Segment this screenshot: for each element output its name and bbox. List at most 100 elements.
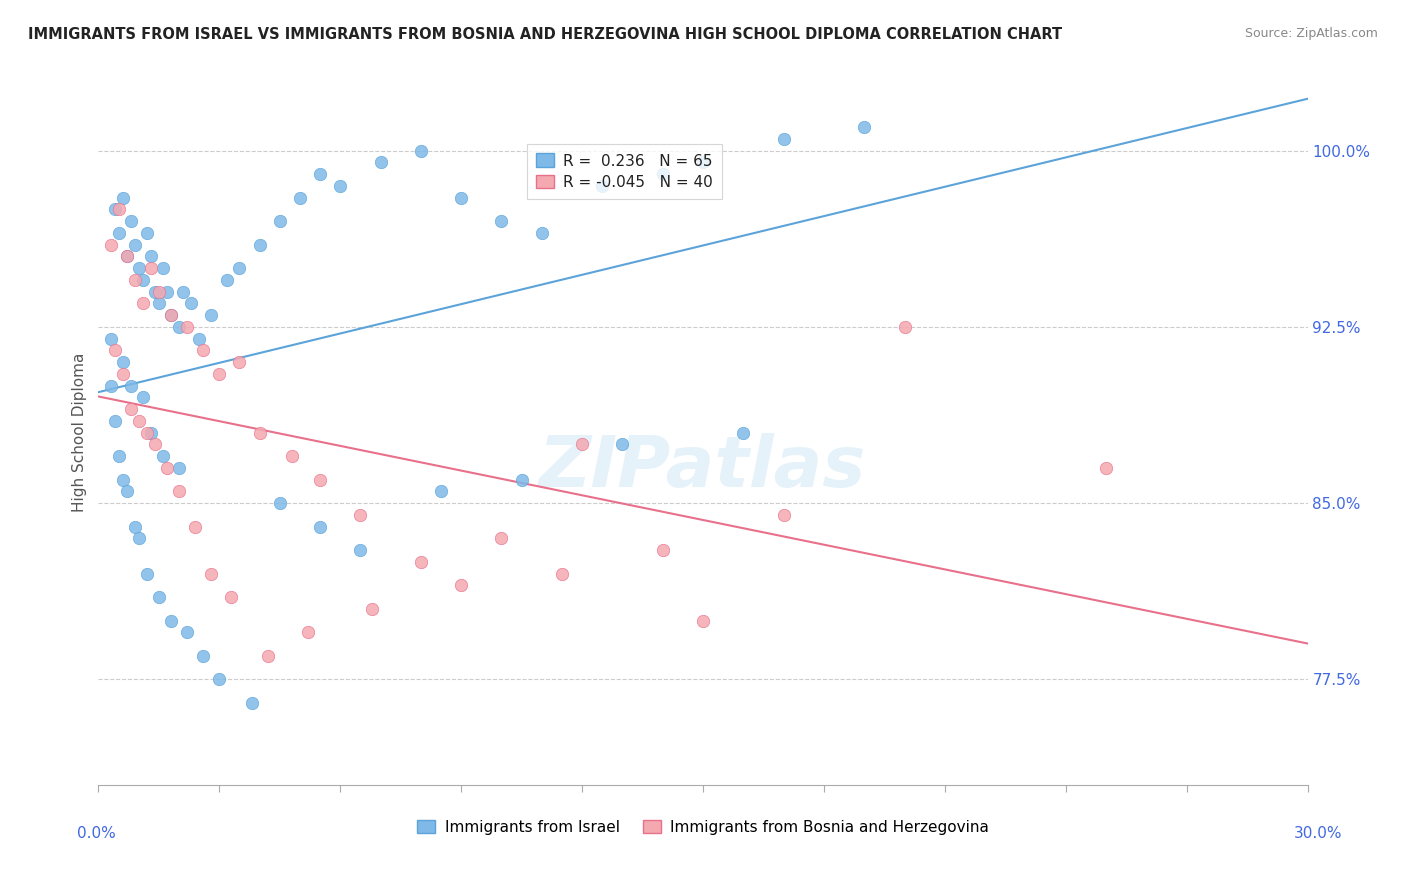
Point xyxy=(139,249,162,263)
Text: Source: ZipAtlas.com: Source: ZipAtlas.com xyxy=(1244,27,1378,40)
Point xyxy=(115,249,138,263)
Point xyxy=(297,625,319,640)
Point xyxy=(772,132,794,146)
Point xyxy=(853,120,876,135)
Point xyxy=(612,437,634,451)
Point xyxy=(148,590,170,604)
Point xyxy=(176,320,198,334)
Point xyxy=(409,555,432,569)
Point xyxy=(160,308,183,322)
Point xyxy=(100,332,122,346)
Point xyxy=(111,191,134,205)
Point xyxy=(733,425,755,440)
Point xyxy=(120,214,142,228)
Text: 0.0%: 0.0% xyxy=(77,827,117,841)
Point xyxy=(111,367,134,381)
Point xyxy=(200,308,222,322)
Point xyxy=(249,425,271,440)
Point xyxy=(450,191,472,205)
Point xyxy=(152,261,174,276)
Point xyxy=(309,167,332,181)
Point xyxy=(551,566,574,581)
Point xyxy=(143,437,166,451)
Point xyxy=(188,332,211,346)
Point xyxy=(240,696,263,710)
Point xyxy=(135,226,157,240)
Point xyxy=(152,449,174,463)
Point xyxy=(167,320,190,334)
Point xyxy=(309,519,332,533)
Point xyxy=(100,237,122,252)
Point xyxy=(208,367,231,381)
Point xyxy=(128,261,150,276)
Point xyxy=(772,508,794,522)
Point xyxy=(148,285,170,299)
Point xyxy=(176,625,198,640)
Point xyxy=(409,144,432,158)
Point xyxy=(107,226,129,240)
Point xyxy=(107,202,129,217)
Y-axis label: High School Diploma: High School Diploma xyxy=(72,353,87,512)
Point xyxy=(349,543,371,558)
Point xyxy=(221,590,243,604)
Point xyxy=(200,566,222,581)
Point xyxy=(571,437,593,451)
Point xyxy=(256,648,278,663)
Point xyxy=(208,673,231,687)
Point xyxy=(370,155,392,169)
Point xyxy=(228,261,250,276)
Point xyxy=(132,273,155,287)
Legend: Immigrants from Israel, Immigrants from Bosnia and Herzegovina: Immigrants from Israel, Immigrants from … xyxy=(411,814,995,841)
Point xyxy=(135,566,157,581)
Point xyxy=(132,296,155,310)
Point xyxy=(128,414,150,428)
Text: 30.0%: 30.0% xyxy=(1295,827,1343,841)
Point xyxy=(124,237,146,252)
Point xyxy=(288,191,311,205)
Point xyxy=(193,343,215,358)
Point xyxy=(160,308,183,322)
Point xyxy=(491,532,513,546)
Point xyxy=(430,484,453,499)
Point xyxy=(135,425,157,440)
Point xyxy=(651,543,673,558)
Point xyxy=(139,425,162,440)
Point xyxy=(281,449,304,463)
Point xyxy=(156,285,179,299)
Point xyxy=(115,484,138,499)
Point xyxy=(139,261,162,276)
Point xyxy=(228,355,250,369)
Point xyxy=(893,320,915,334)
Point xyxy=(160,614,183,628)
Point xyxy=(269,496,291,510)
Point xyxy=(450,578,472,592)
Text: ZIPatlas: ZIPatlas xyxy=(540,434,866,502)
Point xyxy=(100,378,122,392)
Point xyxy=(651,167,673,181)
Point xyxy=(103,414,125,428)
Point xyxy=(1095,461,1118,475)
Point xyxy=(692,614,714,628)
Point xyxy=(111,355,134,369)
Point xyxy=(120,378,142,392)
Text: IMMIGRANTS FROM ISRAEL VS IMMIGRANTS FROM BOSNIA AND HERZEGOVINA HIGH SCHOOL DIP: IMMIGRANTS FROM ISRAEL VS IMMIGRANTS FRO… xyxy=(28,27,1063,42)
Point xyxy=(692,155,714,169)
Point xyxy=(156,461,179,475)
Point xyxy=(128,532,150,546)
Point xyxy=(124,519,146,533)
Point xyxy=(269,214,291,228)
Point xyxy=(103,202,125,217)
Point xyxy=(103,343,125,358)
Point xyxy=(361,601,384,615)
Point xyxy=(167,461,190,475)
Point xyxy=(107,449,129,463)
Point xyxy=(193,648,215,663)
Point xyxy=(309,473,332,487)
Point xyxy=(124,273,146,287)
Point xyxy=(591,178,613,194)
Point xyxy=(120,402,142,417)
Point xyxy=(167,484,190,499)
Point xyxy=(148,296,170,310)
Point xyxy=(115,249,138,263)
Point xyxy=(491,214,513,228)
